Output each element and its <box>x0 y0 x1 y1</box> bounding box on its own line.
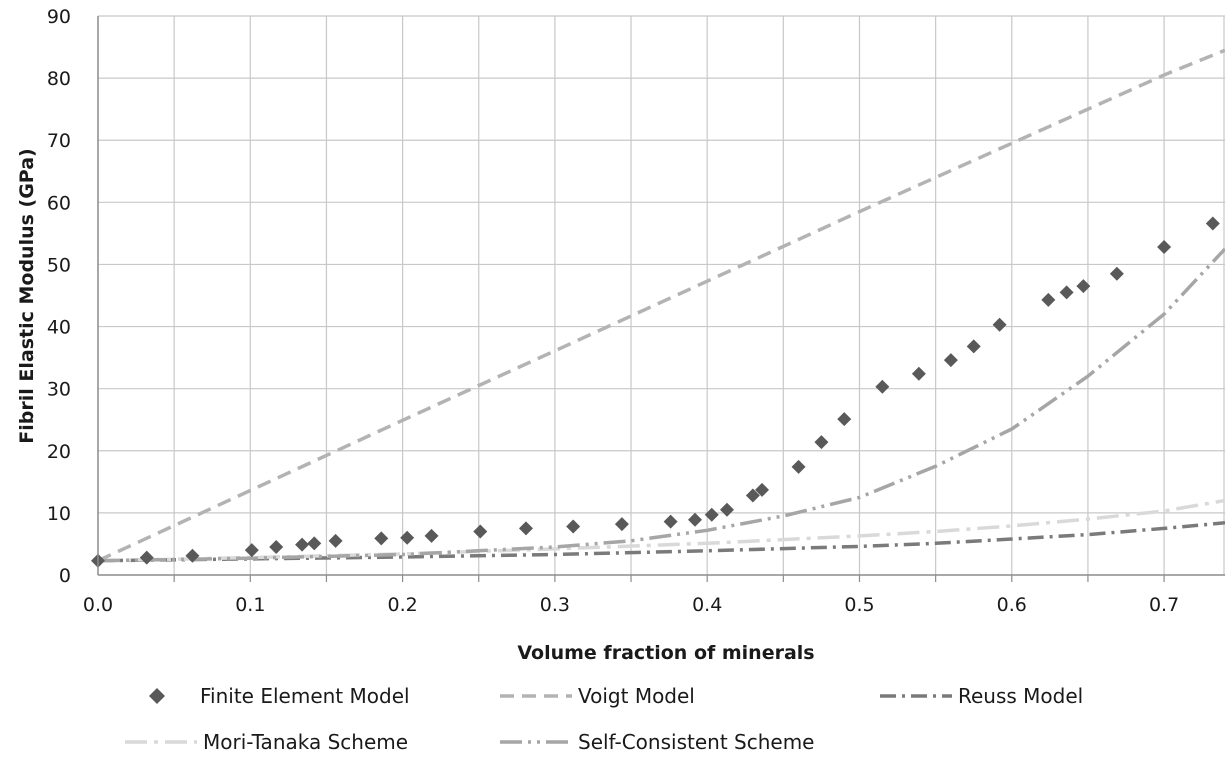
legend-item-finite-element-model: Finite Element Model <box>149 684 410 708</box>
axes <box>97 16 1225 582</box>
data-point-finite-element-model <box>791 459 806 474</box>
tick-labels: 0 10 20 30 40 50 60 70 80 90 0.0 0.1 0.2 0.3 0.4 0.5 0.6… <box>47 6 1179 616</box>
y-tick-label: 40 <box>47 317 71 339</box>
data-point-finite-element-model <box>688 512 703 527</box>
data-point-finite-element-model <box>1041 292 1056 307</box>
x-tick-label: 0.4 <box>692 594 722 616</box>
legend-label: Reuss Model <box>958 684 1083 708</box>
data-point-finite-element-model <box>566 519 581 534</box>
data-point-finite-element-model <box>139 550 154 565</box>
data-point-finite-element-model <box>614 517 629 532</box>
data-point-finite-element-model <box>911 366 926 381</box>
y-tick-label: 50 <box>47 254 71 276</box>
y-tick-label: 10 <box>47 503 71 525</box>
legend-label: Finite Element Model <box>200 684 410 708</box>
data-point-finite-element-model <box>1157 240 1172 255</box>
legend-label: Voigt Model <box>578 684 695 708</box>
x-tick-label: 0.5 <box>844 594 874 616</box>
data-point-finite-element-model <box>1109 266 1124 281</box>
data-point-finite-element-model <box>374 531 389 546</box>
data-point-finite-element-model <box>518 521 533 536</box>
y-tick-label: 20 <box>47 441 71 463</box>
data-point-finite-element-model <box>814 435 829 450</box>
data-point-finite-element-model <box>663 514 678 529</box>
data-point-finite-element-model <box>719 502 734 517</box>
x-tick-label: 0.0 <box>83 594 113 616</box>
x-axis-label: Volume fraction of minerals <box>517 642 814 664</box>
data-point-finite-element-model <box>943 353 958 368</box>
y-tick-label: 60 <box>47 192 71 214</box>
legend-swatch-diamond <box>149 688 165 704</box>
x-tick-label: 0.2 <box>387 594 417 616</box>
data-point-finite-element-model <box>704 507 719 522</box>
data-point-finite-element-model <box>185 548 200 563</box>
data-point-finite-element-model <box>295 537 310 552</box>
data-point-finite-element-model <box>837 412 852 427</box>
x-tick-label: 0.6 <box>997 594 1027 616</box>
legend-item-voigt-model: Voigt Model <box>500 684 695 708</box>
legend-label: Mori-Tanaka Scheme <box>203 730 408 754</box>
series-line-voigt-model <box>97 48 1225 563</box>
data-point-finite-element-model <box>1205 216 1220 231</box>
data-point-finite-element-model <box>745 488 760 503</box>
data-point-finite-element-model <box>966 339 981 354</box>
data-point-finite-element-model <box>307 536 322 551</box>
legend: Finite Element Model Voigt Model Reuss Mod… <box>125 684 1083 754</box>
data-point-finite-element-model <box>755 482 770 497</box>
legend-item-self-consistent-scheme: Self-Consistent Scheme <box>500 730 814 754</box>
data-point-finite-element-model <box>473 524 488 539</box>
data-point-finite-element-model <box>269 540 284 555</box>
data-point-finite-element-model <box>244 543 259 558</box>
y-tick-label: 90 <box>47 6 71 28</box>
y-tick-label: 70 <box>47 130 71 152</box>
y-axis-label: Fibril Elastic Modulus (GPa) <box>16 148 38 443</box>
y-tick-label: 80 <box>47 68 71 90</box>
legend-label: Self-Consistent Scheme <box>578 730 814 754</box>
data-point-finite-element-model <box>875 379 890 394</box>
series-layer <box>91 48 1225 568</box>
x-tick-label: 0.1 <box>235 594 265 616</box>
data-point-finite-element-model <box>424 528 439 543</box>
y-tick-label: 30 <box>47 379 71 401</box>
x-tick-label: 0.3 <box>540 594 570 616</box>
data-point-finite-element-model <box>1059 285 1074 300</box>
legend-item-mori-tanaka-scheme: Mori-Tanaka Scheme <box>125 730 408 754</box>
series-line-self-consistent-scheme <box>97 247 1225 563</box>
grid <box>98 15 1225 575</box>
data-point-finite-element-model <box>992 317 1007 332</box>
data-point-finite-element-model <box>400 530 415 545</box>
x-tick-label: 0.7 <box>1149 594 1179 616</box>
legend-item-reuss-model: Reuss Model <box>880 684 1083 708</box>
y-tick-label: 0 <box>59 565 71 587</box>
data-point-finite-element-model <box>1076 279 1091 294</box>
series-line-mori-tanaka-scheme <box>97 498 1225 563</box>
series-line-reuss-model <box>97 521 1225 563</box>
data-point-finite-element-model <box>328 533 343 548</box>
